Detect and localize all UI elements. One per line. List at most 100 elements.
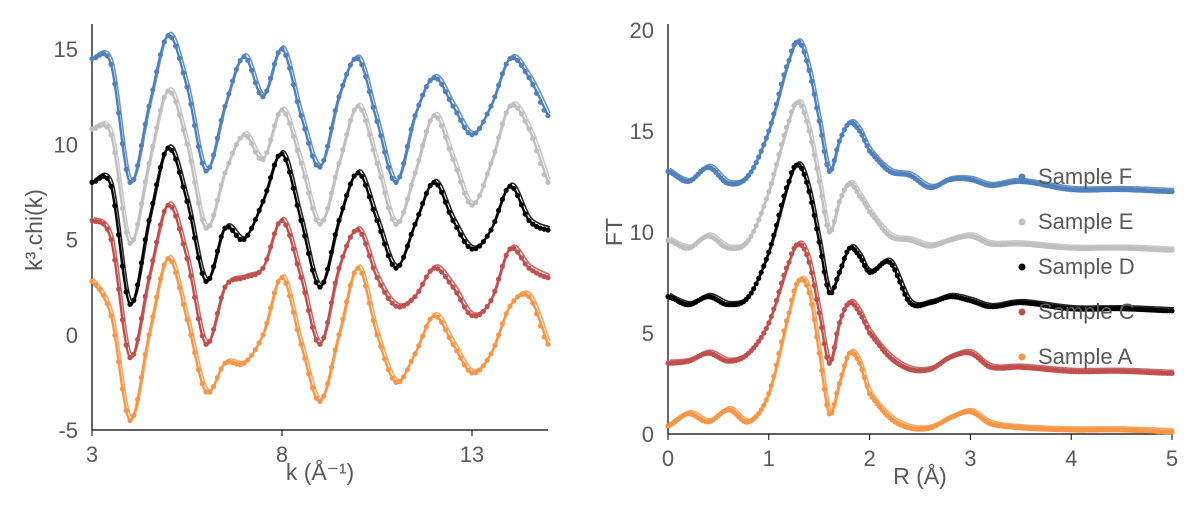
data-point (370, 104, 376, 110)
legend-marker (1018, 308, 1026, 316)
data-point (93, 55, 99, 61)
data-point (382, 241, 388, 247)
data-point (435, 76, 441, 82)
data-point (378, 228, 384, 235)
data-point (776, 91, 782, 97)
data-point (492, 288, 498, 294)
data-point (408, 126, 414, 132)
data-point (298, 160, 304, 166)
data-point (545, 227, 551, 233)
data-point (534, 311, 540, 317)
data-point (188, 101, 194, 107)
legend-label: Sample F (1038, 164, 1132, 189)
data-point (783, 265, 790, 271)
data-point (203, 225, 209, 231)
data-point (766, 189, 772, 195)
data-point (819, 132, 825, 138)
legend-label: Sample E (1038, 209, 1133, 234)
data-point (515, 249, 521, 255)
data-point (165, 256, 171, 262)
data-point (306, 190, 312, 196)
legend-label: Sample C (1038, 299, 1135, 324)
data-point (127, 240, 133, 246)
y-tick-label: -5 (58, 418, 78, 443)
data-point (355, 56, 361, 62)
data-point (1169, 189, 1175, 195)
data-point (226, 279, 232, 285)
data-point (359, 270, 365, 276)
data-point (511, 298, 517, 304)
data-point (283, 111, 289, 117)
data-point (766, 391, 772, 397)
data-point (366, 132, 372, 138)
data-point (397, 218, 403, 224)
data-point (355, 103, 361, 109)
y-tick-label: 5 (642, 321, 654, 346)
data-point (439, 81, 445, 87)
data-point (382, 356, 388, 362)
data-point (773, 101, 780, 107)
data-point (408, 182, 414, 188)
data-point (862, 375, 868, 381)
data-point (526, 294, 532, 300)
data-point (298, 217, 304, 224)
data-point (545, 275, 551, 281)
data-point (435, 182, 441, 188)
data-point (862, 137, 868, 143)
data-point (173, 269, 179, 276)
data-point (241, 54, 247, 60)
data-point (427, 268, 433, 274)
data-point (854, 189, 860, 195)
data-point (778, 81, 785, 87)
data-point (226, 91, 232, 97)
data-point (781, 72, 787, 78)
data-point (218, 234, 224, 240)
data-point (541, 172, 547, 178)
data-point (831, 401, 837, 407)
data-point (518, 255, 525, 261)
data-point (157, 276, 163, 282)
data-point (359, 107, 365, 113)
data-point (294, 261, 300, 267)
data-point (249, 225, 255, 231)
data-point (104, 175, 110, 181)
data-point (157, 52, 163, 58)
data-point (351, 270, 357, 276)
data-point (412, 113, 418, 119)
data-point (811, 91, 817, 97)
x-axis: 3 8 13 (86, 430, 484, 467)
data-point (108, 132, 114, 138)
data-point (899, 285, 906, 291)
data-point (824, 222, 830, 228)
data-point (412, 294, 418, 300)
data-point (279, 275, 285, 281)
data-point (836, 320, 843, 326)
data-point (214, 310, 220, 316)
data-point (306, 307, 312, 314)
data-point (207, 275, 213, 281)
data-point (355, 265, 361, 271)
data-point (359, 62, 365, 68)
data-point (344, 299, 350, 305)
data-point (816, 310, 822, 316)
data-point (458, 297, 464, 303)
data-point (279, 46, 285, 52)
data-point (233, 66, 239, 72)
data-point (264, 320, 270, 326)
data-point (768, 120, 774, 126)
data-point (340, 316, 346, 322)
data-point (799, 103, 805, 109)
data-point (374, 332, 380, 338)
data-point (469, 370, 475, 376)
data-point (859, 367, 865, 373)
data-point (834, 276, 840, 282)
data-point (116, 359, 122, 365)
data-point (484, 357, 490, 363)
data-point (184, 256, 190, 262)
data-point (302, 355, 308, 361)
data-point (492, 342, 498, 349)
data-point (496, 207, 502, 214)
data-point (275, 50, 281, 56)
data-point (313, 279, 319, 285)
data-point (336, 94, 342, 100)
